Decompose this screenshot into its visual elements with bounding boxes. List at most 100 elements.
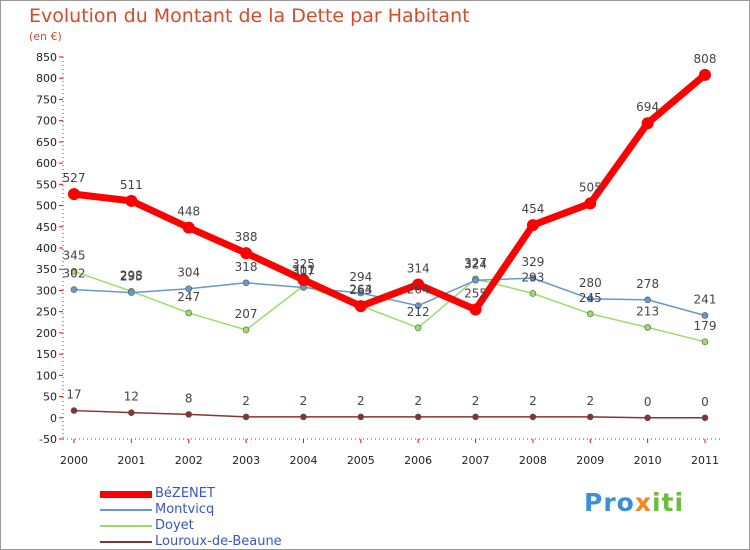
data-label: 2 bbox=[414, 394, 422, 408]
legend-swatch bbox=[100, 525, 152, 527]
data-point bbox=[584, 197, 597, 210]
y-tick-label: 600 bbox=[36, 157, 57, 170]
series-line-1 bbox=[73, 277, 706, 317]
data-point bbox=[472, 413, 479, 421]
data-point bbox=[297, 273, 310, 286]
data-point bbox=[125, 194, 138, 207]
data-label: 263 bbox=[349, 283, 372, 297]
x-tick-label: 2007 bbox=[462, 454, 490, 467]
data-point bbox=[128, 289, 135, 296]
data-label: 302 bbox=[63, 267, 86, 281]
data-point bbox=[586, 310, 594, 318]
data-label: 293 bbox=[521, 270, 544, 284]
x-tick-label: 2003 bbox=[232, 454, 260, 467]
data-label: 295 bbox=[120, 270, 143, 284]
legend-label: Montvicq bbox=[155, 502, 215, 517]
data-label: 314 bbox=[407, 262, 430, 276]
legend-label: Doyet bbox=[155, 518, 194, 533]
data-label: 2 bbox=[472, 394, 480, 408]
data-point bbox=[182, 221, 195, 234]
data-point bbox=[586, 413, 594, 421]
data-label: 245 bbox=[579, 291, 602, 305]
legend-swatch bbox=[100, 490, 152, 498]
legend-item: Montvicq bbox=[100, 502, 360, 518]
data-label: 280 bbox=[579, 276, 602, 290]
data-point bbox=[242, 279, 250, 287]
data-label: 808 bbox=[694, 52, 717, 66]
data-label: 329 bbox=[521, 255, 544, 269]
y-tick-label: 250 bbox=[36, 306, 57, 319]
y-tick-label: 350 bbox=[36, 263, 57, 276]
y-tick-label: -50 bbox=[39, 433, 57, 446]
legend-label: BéZENET bbox=[155, 486, 215, 501]
x-tick-label: 2002 bbox=[175, 454, 203, 467]
data-point bbox=[300, 413, 307, 421]
data-label: 241 bbox=[694, 292, 717, 306]
data-label: 8 bbox=[185, 391, 193, 405]
x-tick-label: 2000 bbox=[60, 454, 88, 467]
data-point bbox=[701, 312, 709, 319]
data-point bbox=[644, 296, 651, 304]
legend-item: Doyet bbox=[100, 518, 360, 534]
legend-item: Louroux-de-Beaune bbox=[100, 534, 360, 550]
legend-item: BéZENET bbox=[100, 486, 360, 502]
data-point bbox=[414, 324, 422, 332]
data-label: 0 bbox=[701, 395, 709, 409]
data-label: 511 bbox=[120, 178, 143, 192]
data-label: 298 bbox=[120, 268, 143, 282]
data-point bbox=[469, 303, 482, 316]
data-label: 213 bbox=[636, 304, 659, 318]
y-tick-label: 450 bbox=[36, 221, 57, 234]
data-point bbox=[354, 300, 367, 313]
legend-swatch bbox=[100, 541, 152, 543]
x-tick-label: 2011 bbox=[691, 454, 719, 467]
data-label: 324 bbox=[464, 257, 487, 271]
series-line-3 bbox=[73, 409, 706, 419]
y-tick-label: 200 bbox=[36, 327, 57, 340]
proxiti-logo: Proxiti bbox=[584, 488, 684, 517]
data-label: 2 bbox=[357, 394, 365, 408]
x-tick-label: 2005 bbox=[347, 454, 375, 467]
data-point bbox=[185, 411, 193, 418]
data-label: 17 bbox=[66, 388, 81, 402]
x-tick-label: 2006 bbox=[404, 454, 432, 467]
data-point bbox=[414, 413, 422, 421]
logo-part-1: Pro bbox=[584, 488, 635, 517]
data-label: 207 bbox=[235, 307, 258, 321]
data-label: 264 bbox=[407, 283, 430, 297]
data-label: 307 bbox=[292, 264, 315, 278]
data-label: 12 bbox=[124, 390, 139, 404]
data-label: 2 bbox=[529, 394, 537, 408]
x-tick-label: 2010 bbox=[634, 454, 662, 467]
data-label: 278 bbox=[636, 277, 659, 291]
y-tick-label: 50 bbox=[43, 391, 57, 404]
data-label: 325 bbox=[292, 257, 315, 271]
data-label: 2 bbox=[300, 394, 308, 408]
data-label: 0 bbox=[644, 395, 652, 409]
data-label: 311 bbox=[292, 263, 315, 277]
data-point bbox=[70, 286, 78, 293]
y-tick-label: 750 bbox=[36, 93, 57, 106]
y-tick-label: 300 bbox=[36, 284, 57, 297]
series-line-0 bbox=[70, 71, 709, 314]
y-tick-label: 100 bbox=[36, 369, 57, 382]
data-point bbox=[185, 285, 193, 293]
data-point bbox=[529, 290, 537, 297]
data-point bbox=[240, 247, 253, 260]
data-label: 212 bbox=[407, 305, 430, 319]
data-point bbox=[529, 413, 537, 421]
y-tick-label: 850 bbox=[36, 51, 57, 64]
data-point bbox=[68, 188, 80, 201]
data-point bbox=[472, 276, 479, 284]
data-label: 327 bbox=[464, 256, 487, 270]
chart-title: Evolution du Montant de la Dette par Hab… bbox=[29, 5, 470, 27]
y-tick-label: 500 bbox=[36, 200, 57, 213]
data-label: 264 bbox=[349, 283, 372, 297]
data-point bbox=[70, 268, 78, 275]
data-label: 694 bbox=[636, 100, 659, 114]
data-point bbox=[644, 414, 651, 422]
y-tick-label: 700 bbox=[36, 115, 57, 128]
data-label: 527 bbox=[63, 171, 86, 185]
data-point bbox=[242, 326, 250, 334]
